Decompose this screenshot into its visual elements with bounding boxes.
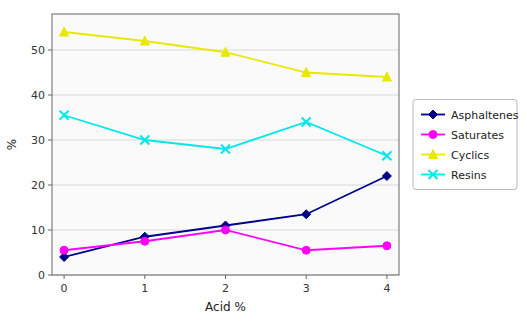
- tick-label: 2: [222, 282, 229, 295]
- series-line: [64, 32, 387, 77]
- tick-mark: [144, 275, 145, 279]
- tick-label: 4: [383, 282, 390, 295]
- tick-label: 40: [31, 89, 45, 102]
- chart: 0 10 20 30 40 50 0 1 2 3 4 Acid %% Asphaltenes Satura…: [0, 0, 527, 321]
- tick-mark: [225, 275, 226, 279]
- point-marker: [222, 226, 230, 234]
- legend: Asphaltenes Saturates Cyclics Resins: [413, 100, 519, 190]
- tick-mark: [64, 275, 65, 279]
- tick-mark: [306, 275, 307, 279]
- x-axis-label: Acid %: [205, 300, 246, 314]
- tick-label: 0: [61, 282, 68, 295]
- tick-label: 10: [31, 224, 45, 237]
- legend-marker: [429, 110, 438, 119]
- y-axis-label: %: [5, 139, 19, 150]
- point-marker: [140, 36, 149, 45]
- point-marker: [302, 68, 311, 77]
- tick-mark: [48, 230, 52, 231]
- point-marker: [221, 47, 230, 56]
- point-marker: [60, 246, 68, 254]
- tick-label: 1: [141, 282, 148, 295]
- point-marker: [383, 242, 391, 250]
- point-marker: [302, 118, 311, 127]
- legend-marker: [429, 131, 437, 139]
- legend-marker: [429, 170, 438, 179]
- plot-area: [52, 14, 399, 275]
- grid-line: [52, 185, 399, 186]
- series-line: [64, 115, 387, 156]
- tick-mark: [48, 275, 52, 276]
- tick-mark: [48, 95, 52, 96]
- data-layer: [60, 27, 392, 262]
- series-line: [64, 176, 387, 257]
- tick-mark: [386, 275, 387, 279]
- point-marker: [382, 151, 391, 160]
- plot-frame: [52, 14, 399, 275]
- point-marker: [60, 111, 69, 120]
- point-marker: [382, 172, 391, 181]
- point-marker: [221, 145, 230, 154]
- legend-marker: [429, 150, 438, 159]
- point-marker: [382, 72, 391, 81]
- tick-label: 20: [31, 179, 45, 192]
- point-marker: [60, 27, 69, 36]
- point-marker: [302, 210, 311, 219]
- tick-mark: [48, 140, 52, 141]
- tick-mark: [48, 50, 52, 51]
- grid-line: [52, 95, 399, 96]
- point-marker: [141, 237, 149, 245]
- tick-label: 30: [31, 134, 45, 147]
- legend-label: Resins: [451, 169, 487, 182]
- legend-label: Cyclics: [451, 149, 489, 162]
- tick-mark: [48, 185, 52, 186]
- legend-label: Saturates: [451, 129, 504, 142]
- tick-label: 50: [31, 44, 45, 57]
- legend-label: Asphaltenes: [451, 109, 519, 122]
- tick-label: 0: [38, 269, 45, 282]
- point-marker: [302, 246, 310, 254]
- point-marker: [140, 136, 149, 145]
- tick-label: 3: [303, 282, 310, 295]
